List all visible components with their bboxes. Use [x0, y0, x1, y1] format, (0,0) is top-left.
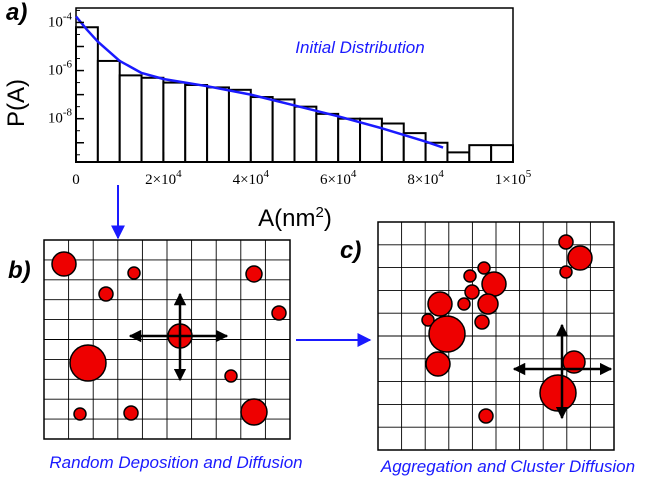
histogram-bar: [468, 144, 493, 163]
histogram-bar: [140, 76, 165, 163]
panel-b-particles: [51, 251, 287, 426]
particle: [559, 265, 573, 279]
y-tick-label: 10-6: [48, 59, 73, 79]
particle: [539, 374, 577, 412]
y-tick-label: 10-8: [48, 107, 73, 127]
y-tick-label: 10-4: [48, 10, 73, 30]
x-tick-label: 0: [72, 172, 80, 188]
x-tick-label: 1×105: [495, 168, 532, 188]
particle: [558, 234, 574, 250]
histogram-bar: [249, 96, 274, 163]
particle: [69, 344, 107, 382]
particle: [463, 269, 477, 283]
panel-b-diffusion-arrows: [128, 292, 229, 382]
histogram-bar: [227, 88, 252, 163]
particle: [481, 271, 507, 297]
particle: [73, 407, 87, 421]
histogram-bar: [184, 84, 209, 163]
particle: [271, 305, 287, 321]
particle: [477, 261, 491, 275]
histogram-bar: [337, 117, 362, 163]
x-tick-label: 8×104: [407, 168, 444, 188]
x-tick-label: 4×104: [233, 168, 270, 188]
particle: [464, 284, 480, 300]
panel-c-particles: [421, 234, 593, 424]
particle: [98, 286, 114, 302]
panel-c-diffusion-arrows: [512, 323, 613, 420]
particle: [123, 405, 139, 421]
histogram-bar: [96, 59, 121, 163]
histogram-chart: 10-4 10-6 10-8 0 2×104 4×104 6×104 8×104 1×105: [48, 7, 532, 188]
histogram-bar: [315, 112, 340, 163]
panel-b-label: b): [8, 257, 31, 284]
particle: [425, 351, 451, 377]
particle: [224, 369, 238, 383]
particle: [421, 313, 435, 327]
y-axis-label: P(A): [3, 79, 30, 127]
particle: [567, 245, 593, 271]
x-axis-label: A(nm2): [258, 204, 332, 232]
particle: [428, 315, 466, 353]
particle: [478, 408, 494, 424]
x-tick-label: 2×104: [145, 168, 182, 188]
particle: [427, 291, 453, 317]
histogram-bar: [206, 86, 230, 163]
particle: [127, 266, 141, 280]
panel-c-caption: Aggregation and Cluster Diffusion: [380, 457, 635, 476]
x-tick-label: 6×104: [320, 168, 357, 188]
histogram-bar: [271, 98, 296, 163]
histogram-bar: [293, 105, 318, 163]
particle: [477, 293, 499, 315]
fit-curve: [75, 15, 444, 149]
particle: [240, 398, 268, 426]
histogram-bar: [446, 151, 471, 163]
particle: [245, 265, 263, 283]
histogram-bar: [162, 81, 187, 163]
histogram-bar: [490, 144, 514, 163]
histogram-bar: [118, 74, 143, 163]
panel-a-label: a): [6, 0, 27, 26]
panel-c-label: c): [340, 237, 361, 264]
panel-b-caption: Random Deposition and Diffusion: [49, 453, 302, 472]
particle: [457, 297, 471, 311]
particle: [474, 314, 490, 330]
chart-title: Initial Distribution: [295, 38, 424, 57]
particle: [51, 251, 77, 277]
